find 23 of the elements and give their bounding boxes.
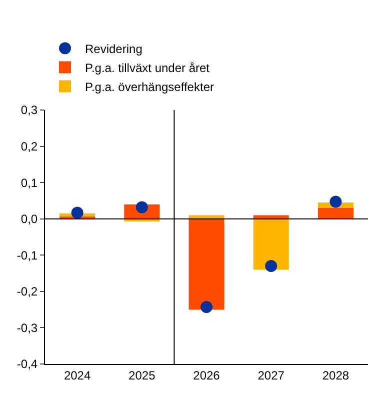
x-tick-label: 2025 xyxy=(128,368,156,382)
bar xyxy=(253,218,289,270)
x-tick-label: 2028 xyxy=(322,368,350,382)
y-tick-label: -0,2 xyxy=(16,284,38,299)
x-tick-label: 2026 xyxy=(193,368,220,382)
y-tick-label: 0,2 xyxy=(20,139,38,154)
x-tick-label: 2024 xyxy=(64,368,91,382)
y-tick-label: -0,1 xyxy=(16,248,38,262)
y-tick-label: 0,1 xyxy=(20,176,38,190)
point xyxy=(200,301,212,314)
y-tick-label: 0,3 xyxy=(20,103,38,118)
y-tick-label: -0,3 xyxy=(16,320,38,335)
x-tick-label: 2027 xyxy=(258,368,285,382)
legend-label: P.g.a. tillväxt under året xyxy=(85,60,210,75)
legend-label: P.g.a. överhängseffekter xyxy=(85,80,214,94)
point xyxy=(71,206,84,219)
y-tick-label: -0,4 xyxy=(16,357,38,372)
legend-label: Revidering xyxy=(85,42,142,56)
point xyxy=(330,196,342,208)
point xyxy=(265,260,278,272)
y-tick-label: 0,0 xyxy=(20,212,38,226)
bar xyxy=(318,208,354,219)
bar xyxy=(188,218,224,310)
